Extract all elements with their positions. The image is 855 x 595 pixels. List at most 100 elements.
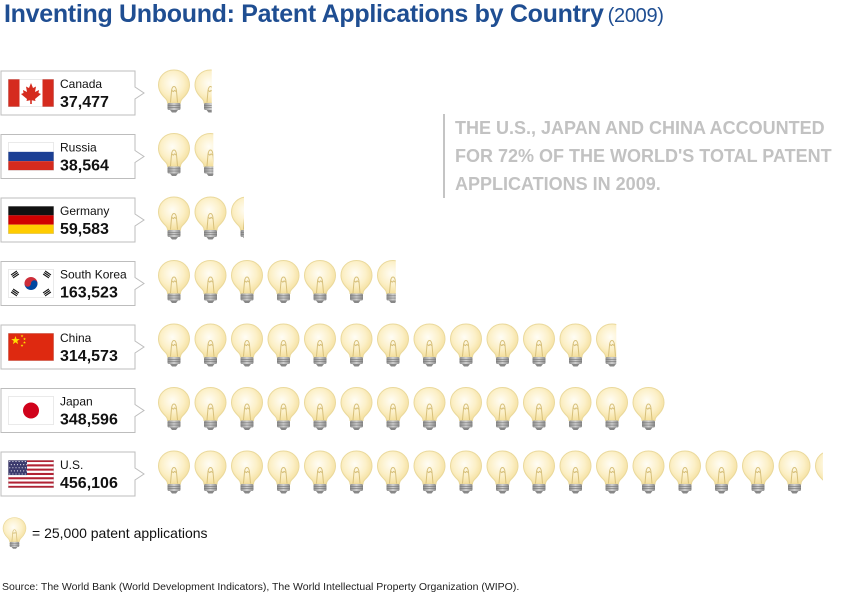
lightbulb-icon [231, 387, 263, 431]
lightbulb-icon [523, 450, 555, 494]
country-label: Japan [60, 395, 93, 409]
value-label: 163,523 [60, 285, 118, 302]
canada-flag-icon [8, 79, 54, 107]
lightbulb-icon [377, 260, 396, 304]
lightbulb-icon [450, 450, 482, 494]
lightbulb-icon [194, 323, 227, 367]
country-label: Germany [60, 204, 109, 218]
legend-lightbulb-icon [2, 517, 27, 550]
value-label: 59,583 [60, 221, 109, 238]
chart-title: Inventing Unbound: Patent Applications b… [4, 0, 664, 29]
south-korea-flag-icon [8, 269, 54, 298]
lightbulb-icon [486, 323, 519, 367]
lightbulb-icon [158, 260, 190, 304]
lightbulb-icon [304, 450, 336, 494]
lightbulb-icon [194, 133, 214, 177]
bulb-bar [158, 323, 617, 367]
lightbulb-icon [304, 323, 336, 367]
lightbulb-icon [450, 323, 482, 367]
legend: = 25,000 patent applications [2, 517, 208, 550]
china-flag-icon [8, 333, 54, 361]
lightbulb-icon [304, 260, 336, 304]
lightbulb-icon [377, 323, 409, 367]
lightbulb-icon [267, 323, 300, 367]
lightbulb-icon [267, 387, 300, 431]
lightbulb-icon [596, 323, 617, 367]
row-canada: Canada 37,477 [0, 69, 212, 116]
lightbulb-icon [231, 196, 244, 240]
lightbulb-icon [669, 450, 701, 494]
lightbulb-icon [158, 323, 190, 367]
lightbulb-icon [158, 450, 190, 494]
lightbulb-icon [194, 69, 212, 113]
lightbulb-icon [377, 387, 409, 431]
lightbulb-icon [705, 450, 738, 494]
value-label: 348,596 [60, 412, 118, 429]
japan-flag-icon [8, 396, 54, 425]
lightbulb-icon [267, 450, 300, 494]
lightbulb-icon [632, 387, 665, 431]
country-label: U.S. [60, 458, 83, 472]
lightbulb-icon [523, 323, 555, 367]
usa-flag-icon [8, 460, 54, 488]
lightbulb-icon [158, 133, 190, 177]
value-label: 38,564 [60, 158, 109, 175]
lightbulb-icon [486, 450, 519, 494]
lightbulb-icon [450, 387, 482, 431]
lightbulb-icon [267, 260, 300, 304]
bulb-bar [158, 69, 212, 113]
bulb-bar [158, 387, 665, 431]
legend-label: = 25,000 patent applications [32, 525, 208, 541]
lightbulb-icon [231, 260, 263, 304]
lightbulb-icon [596, 450, 628, 494]
lightbulb-icon [596, 387, 628, 431]
value-label: 314,573 [60, 348, 118, 365]
lightbulb-icon [304, 387, 336, 431]
title-text: Inventing Unbound: Patent Applications b… [4, 0, 604, 28]
country-label: Canada [60, 77, 102, 91]
lightbulb-icon [194, 196, 227, 240]
lightbulb-icon [559, 450, 592, 494]
lightbulb-icon [231, 323, 263, 367]
lightbulb-icon [340, 387, 373, 431]
bulb-bar [158, 133, 214, 177]
row-usa: U.S. 456,106 [0, 450, 823, 497]
lightbulb-icon [413, 387, 446, 431]
row-china: China 314,573 [0, 323, 617, 370]
row-russia: Russia 38,564 [0, 133, 214, 179]
lightbulb-icon [340, 323, 373, 367]
bulb-bar [158, 450, 823, 494]
lightbulb-icon [559, 387, 592, 431]
chart-subtitle: (2009) [607, 5, 664, 27]
value-label: 37,477 [60, 94, 109, 111]
lightbulb-icon [194, 387, 227, 431]
lightbulb-icon [340, 260, 373, 304]
row-germany: Germany 59,583 [0, 196, 244, 243]
lightbulb-icon [194, 450, 227, 494]
country-label: China [60, 331, 92, 345]
row-south-korea: South Korea 163,523 [0, 260, 396, 306]
lightbulb-icon [340, 450, 373, 494]
russia-flag-icon [8, 142, 54, 171]
germany-flag-icon [8, 206, 54, 234]
source-note: Source: The World Bank (World Developmen… [2, 581, 520, 593]
lightbulb-icon [158, 69, 190, 113]
callout-text: The U.S., Japan and China accounted for … [443, 114, 855, 198]
bulb-bar [158, 260, 396, 304]
bulb-bar [158, 196, 244, 240]
lightbulb-icon [231, 450, 263, 494]
lightbulb-icon [742, 450, 774, 494]
lightbulb-icon [158, 196, 190, 240]
lightbulb-icon [523, 387, 555, 431]
value-label: 456,106 [60, 475, 118, 492]
lightbulb-icon [815, 450, 823, 494]
country-label: Russia [60, 141, 97, 155]
row-japan: Japan 348,596 [0, 387, 665, 433]
lightbulb-icon [778, 450, 811, 494]
lightbulb-icon [559, 323, 592, 367]
country-label: South Korea [60, 268, 127, 282]
lightbulb-icon [413, 323, 446, 367]
lightbulb-icon [632, 450, 665, 494]
lightbulb-icon [158, 387, 190, 431]
